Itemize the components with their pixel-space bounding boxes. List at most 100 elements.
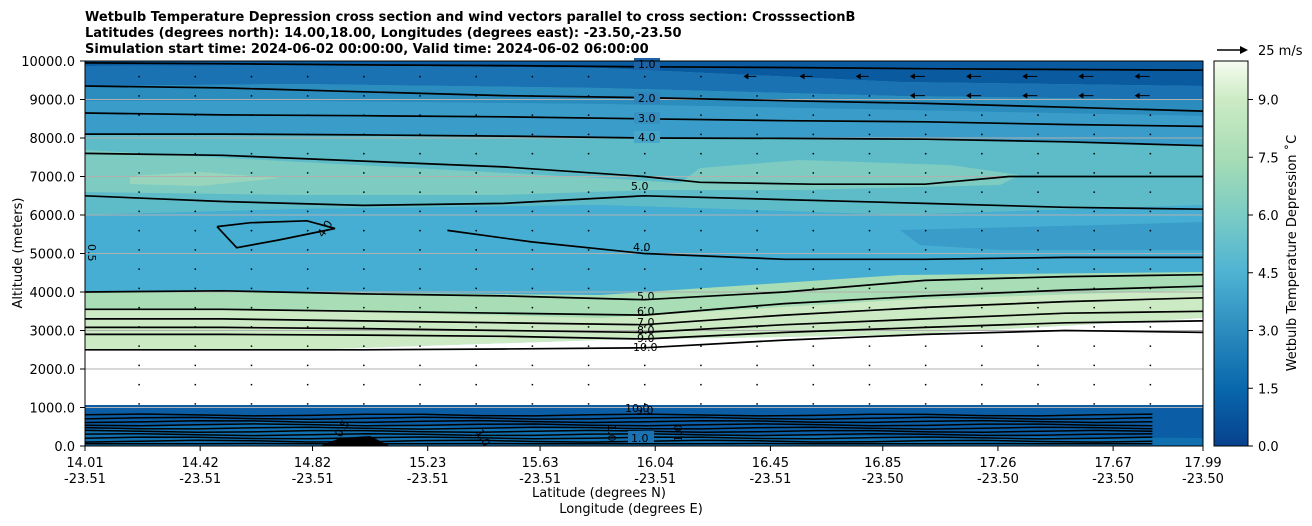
wind-vector [756, 229, 758, 232]
wind-vector [700, 306, 702, 309]
wind-vector [138, 249, 140, 251]
wind-vector [756, 191, 758, 193]
contour-line [85, 310, 1203, 334]
wind-vector [981, 268, 983, 270]
wind-vector [981, 403, 983, 405]
wind-vector [194, 306, 197, 309]
wind-vector [756, 210, 758, 213]
wind-vector [138, 75, 140, 78]
wind-vector [138, 403, 140, 405]
wind-vector [363, 306, 365, 309]
wind-vector [868, 364, 871, 367]
wind-vector [924, 306, 927, 309]
wind-vector [644, 383, 646, 386]
x-tick-label-lat: 14.01 [66, 456, 103, 471]
wind-vector [194, 191, 197, 193]
wind-vector [756, 268, 758, 270]
wind-vector [138, 383, 140, 386]
wind-vector [363, 114, 365, 116]
wind-vector [1037, 191, 1039, 193]
wind-vector [419, 191, 421, 193]
wind-vector [924, 383, 927, 386]
wind-vector [419, 326, 421, 328]
wind-vector [1093, 191, 1095, 193]
wind-vector [419, 95, 421, 97]
wind-vector [475, 306, 477, 309]
x-tick-label-lat: 16.85 [864, 456, 901, 471]
contour-line [85, 320, 1203, 340]
wind-vector [700, 345, 702, 347]
wind-vector [981, 114, 983, 116]
wind-vector [587, 114, 590, 116]
colorbar-tick-label: 4.5 [1258, 267, 1279, 282]
wind-vector [475, 287, 477, 290]
contour-label: 1.0 [605, 424, 618, 442]
wind-vector [812, 345, 815, 347]
wind-vector [194, 326, 197, 328]
wind-vector [138, 326, 140, 328]
wind-vector [531, 172, 534, 174]
wind-vector [250, 172, 253, 174]
wind-vector [419, 306, 421, 309]
wind-vector [700, 287, 702, 290]
x-tick-label-lon: -23.50 [862, 472, 904, 487]
wind-vector [138, 306, 140, 309]
wind-vector [868, 191, 871, 193]
colorbar-tick-label: 3.0 [1258, 325, 1279, 340]
wind-vector [475, 210, 477, 213]
wind-vector [587, 172, 590, 174]
wind-vector-head [799, 73, 805, 80]
wind-vector [587, 364, 590, 367]
wind-vector [194, 229, 197, 232]
x-tick-label-lon: -23.51 [634, 472, 676, 487]
wind-vector [587, 268, 590, 270]
wind-vector [1037, 133, 1039, 136]
wind-vector [868, 249, 871, 251]
contour-line [85, 419, 1153, 424]
x-tick-label-lon: -23.51 [179, 472, 221, 487]
wind-vector [981, 133, 983, 136]
wind-vector [419, 210, 421, 213]
wind-vector [531, 95, 534, 97]
wind-vector [700, 172, 702, 174]
wind-vector [924, 326, 927, 328]
x-axis-ticks: 14.01-23.5114.42-23.5114.82-23.5115.23-2… [64, 446, 1224, 487]
wind-vector [531, 403, 534, 405]
wind-vector-head [966, 73, 972, 80]
wind-vector [194, 403, 197, 405]
y-tick-label: 4000.0 [30, 286, 76, 301]
wind-vector [475, 114, 477, 116]
wind-vector [924, 172, 927, 174]
wind-vector [644, 268, 646, 270]
wind-vector [700, 114, 702, 116]
wind-vector [981, 345, 983, 347]
wind-vector [812, 403, 815, 405]
wind-vector [868, 345, 871, 347]
wind-vector [1149, 114, 1152, 116]
wind-vector [587, 229, 590, 232]
wind-vector [644, 191, 646, 193]
wind-vector [1037, 210, 1039, 213]
wind-key-label: 25 m/s [1258, 44, 1303, 59]
wind-vector [306, 191, 309, 193]
x-tick-label-lat: 16.04 [637, 456, 674, 471]
contour-line [216, 219, 336, 249]
wind-vector [1037, 364, 1039, 367]
colorbar-bar [1213, 60, 1249, 447]
wind-vector [644, 229, 646, 232]
wind-vector [812, 268, 815, 270]
wind-vector [531, 133, 534, 136]
wind-vector [194, 268, 197, 270]
wind-vector [644, 172, 646, 174]
wind-vector [700, 403, 702, 405]
wind-vector [868, 268, 871, 270]
wind-key: 25 m/s [1217, 44, 1303, 59]
contour-label: 10.0 [625, 402, 650, 415]
contour-line [85, 194, 1203, 211]
wind-vector [756, 345, 758, 347]
wind-vector [1037, 287, 1039, 290]
contour-label: 7.0 [637, 316, 655, 329]
wind-vector [363, 268, 365, 270]
wind-vector [1149, 229, 1152, 232]
contour-line [85, 439, 1153, 443]
